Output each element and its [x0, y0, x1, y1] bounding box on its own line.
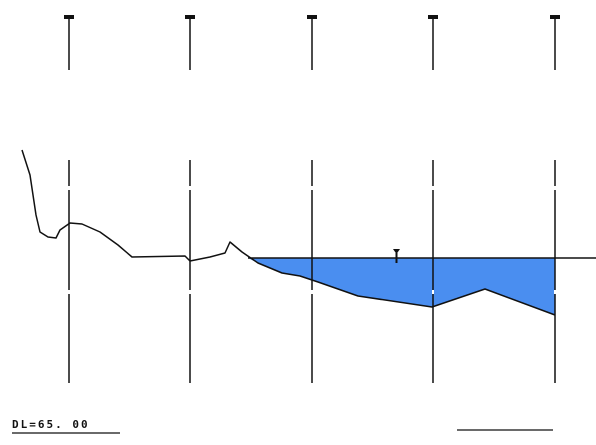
gridline-cap-1 [64, 15, 74, 19]
gridline-tops [68, 18, 556, 70]
water-level-marker-icon [393, 249, 400, 263]
gridline-cap-3 [307, 15, 317, 19]
ground-profile-line [21, 149, 556, 316]
gridline-breaks [68, 186, 556, 294]
water-area [248, 258, 555, 315]
gridline-cap-4 [428, 15, 438, 19]
gridline-cap-2 [185, 15, 195, 19]
datum-label: DL=65. 00 [12, 418, 90, 431]
gridline-cap-5 [550, 15, 560, 19]
gridlines [68, 160, 556, 383]
gridline-caps [64, 15, 560, 19]
